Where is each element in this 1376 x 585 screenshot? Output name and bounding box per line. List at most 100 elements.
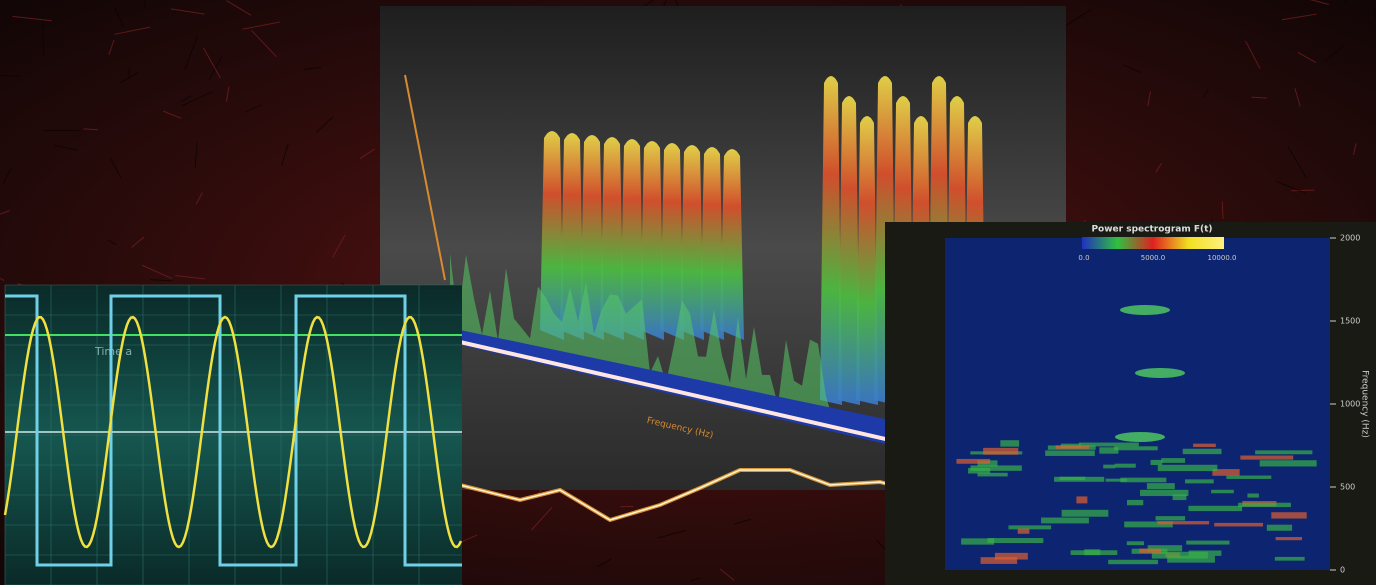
spectrogram-streak: [1212, 469, 1240, 476]
spectrogram-streak: [977, 472, 1008, 477]
spectrogram-tick-label: 1500: [1340, 317, 1360, 326]
texture-crack: [2, 167, 13, 185]
spectrogram-streak: [1271, 512, 1307, 519]
spectrogram-streak: [1008, 525, 1052, 530]
spectrogram-streak: [961, 538, 995, 545]
sine-wave: [3, 315, 463, 549]
texture-crack: [162, 110, 182, 119]
surface-peak: [540, 131, 564, 340]
texture-crack: [1155, 163, 1162, 173]
scope-cursor-label: Time a: [94, 345, 132, 358]
texture-crack: [719, 568, 735, 581]
texture-crack: [208, 55, 223, 81]
spectrogram-streak: [1146, 483, 1175, 490]
spectrogram-streak: [956, 458, 991, 464]
square-wave: [5, 294, 462, 567]
spectrogram-title: Power spectrogram F(t): [1091, 225, 1212, 235]
texture-crack: [181, 91, 213, 107]
spectrogram-streak: [1045, 450, 1095, 456]
spectrogram-streak: [1124, 521, 1173, 528]
spectrogram-streak: [1186, 540, 1230, 545]
texture-crack: [1297, 51, 1316, 63]
surface-peak: [620, 139, 644, 340]
spectrogram-streak: [970, 465, 1022, 471]
spectrogram-blob: [1135, 368, 1185, 378]
spectrogram-streak: [1126, 541, 1145, 546]
spectrogram-streak: [1214, 522, 1264, 527]
texture-crack: [251, 30, 277, 58]
spectrogram-blob: [1115, 432, 1165, 442]
spectrogram-streak: [1070, 550, 1118, 556]
surface-peak: [700, 147, 724, 340]
texture-crack: [663, 0, 667, 6]
spectrogram-streak: [1157, 521, 1210, 525]
spectrogram-streak: [1247, 493, 1259, 498]
texture-crack: [597, 558, 612, 568]
colorbar: [1082, 237, 1224, 249]
spectrogram-streak: [1017, 528, 1030, 534]
texture-crack: [0, 210, 10, 215]
spectrogram-streak: [1120, 477, 1167, 483]
surface-peak: [820, 76, 842, 405]
texture-crack: [109, 158, 122, 179]
texture-crack: [1373, 8, 1376, 19]
colorbar-label: 5000.0: [1141, 254, 1166, 262]
colorbar-label: 0.0: [1078, 254, 1089, 262]
surface-peak: [560, 133, 584, 340]
texture-crack: [690, 577, 702, 582]
spectrogram-streak: [994, 552, 1028, 560]
surface-peak: [640, 141, 664, 340]
surface-peak: [680, 145, 704, 340]
spectrogram-streak: [1055, 445, 1090, 449]
texture-crack: [332, 234, 346, 258]
texture-crack: [1123, 64, 1142, 74]
spectrogram-streak: [1114, 463, 1136, 468]
texture-crack: [1275, 180, 1306, 194]
texture-crack: [226, 0, 252, 16]
spectrogram-streak: [1054, 476, 1105, 482]
texture-crack: [83, 128, 98, 131]
texture-crack: [225, 86, 230, 102]
spectrogram-streak: [1105, 478, 1128, 482]
texture-crack: [114, 7, 125, 29]
spectrogram-tick-label: 0: [1340, 566, 1345, 575]
spectrogram-streak: [1151, 551, 1208, 559]
spectrogram-tick-label: 1000: [1340, 400, 1360, 409]
spectrogram-streak: [1076, 496, 1088, 504]
texture-crack: [203, 47, 221, 79]
spectrogram-streak: [1099, 447, 1119, 454]
texture-crack: [1063, 8, 1092, 28]
texture-crack: [1294, 88, 1301, 107]
spectrogram-streak: [1103, 464, 1116, 469]
texture-crack: [143, 0, 146, 10]
spectrogram-plot: [945, 238, 1330, 570]
texture-crack: [194, 142, 198, 168]
spectrogram-blob: [1120, 305, 1170, 315]
texture-crack: [179, 95, 192, 103]
spectrogram-streak: [1211, 489, 1234, 494]
spectrogram-streak: [1061, 509, 1109, 517]
texture-crack: [141, 264, 173, 280]
texture-crack: [184, 36, 198, 71]
texture-crack: [1287, 145, 1307, 178]
texture-crack: [1147, 91, 1151, 107]
spectrogram-streak: [1041, 517, 1089, 524]
spectrogram-streak: [980, 557, 1018, 564]
spectrogram-streak: [1147, 545, 1183, 552]
spectrogram-y-label: Frequency (Hz): [1360, 370, 1370, 438]
texture-crack: [359, 148, 376, 160]
texture-crack: [1221, 201, 1224, 219]
colorbar-labels: 0.0 5000.0 10000.0: [1078, 254, 1236, 262]
spectrogram-streak: [1226, 475, 1272, 479]
spectrogram-streak: [968, 467, 991, 474]
texture-crack: [114, 26, 151, 35]
spectrogram-streak: [1139, 548, 1161, 553]
spectrogram-tick-label: 500: [1340, 483, 1355, 492]
spectrogram-streak: [987, 538, 1044, 544]
spectrogram-streak: [1172, 494, 1187, 501]
spectrogram-streaks: [956, 305, 1317, 565]
spectrogram-streak: [1259, 460, 1317, 467]
spectrogram-streak: [1188, 505, 1243, 512]
texture-crack: [171, 8, 205, 15]
spectrogram-streak: [1161, 458, 1186, 463]
